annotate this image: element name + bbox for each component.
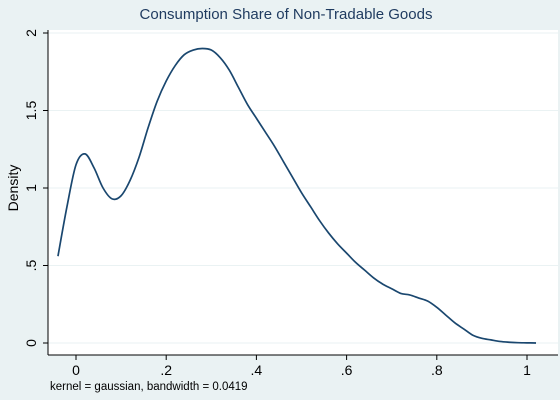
y-axis-title: Density: [5, 165, 21, 212]
y-ticks: 0 .5 1 1.5 2: [23, 29, 48, 347]
y-tick-label-2: 1: [23, 184, 39, 192]
y-tick-label-4: 2: [23, 29, 39, 37]
grid-lines: [48, 32, 558, 344]
x-tick-label-1: .2: [160, 362, 172, 378]
x-ticks: 0 .2 .4 .6 .8 1: [72, 355, 531, 378]
density-line: [57, 47, 537, 344]
y-tick-label-0: 0: [23, 339, 39, 347]
y-tick-label-3: 1.5: [23, 101, 39, 121]
x-tick-label-0: 0: [72, 362, 80, 378]
x-tick-label-2: .4: [251, 362, 263, 378]
x-tick-label-3: .6: [341, 362, 353, 378]
plot-area: [48, 30, 558, 355]
chart-title: Consumption Share of Non-Tradable Goods: [140, 6, 433, 23]
kernel-note: kernel = gaussian, bandwidth = 0.0419: [50, 381, 248, 393]
x-tick-label-4: .8: [431, 362, 443, 378]
y-tick-label-1: .5: [23, 259, 39, 271]
x-tick-label-5: 1: [523, 362, 531, 378]
